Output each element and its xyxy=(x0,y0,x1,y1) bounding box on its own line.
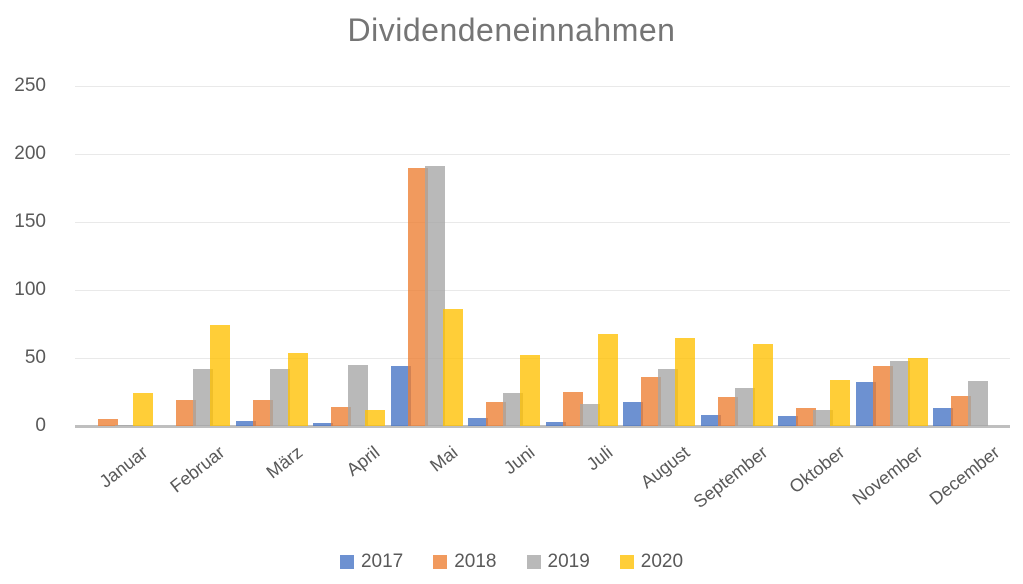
bar-2020-februar xyxy=(210,325,231,426)
bar-2020-oktober xyxy=(830,379,851,426)
legend-swatch-2017 xyxy=(339,555,354,569)
bar-2019-november xyxy=(890,360,911,426)
bar-2017-april xyxy=(313,423,334,426)
bar-2017-august xyxy=(623,401,644,426)
bar-2018-januar xyxy=(98,419,119,426)
bar-2020-januar xyxy=(132,393,153,426)
gridline-100 xyxy=(75,289,1010,291)
bar-2017-november xyxy=(855,382,876,426)
bar-2019-mai xyxy=(425,166,446,426)
bar-2019-september xyxy=(735,387,756,426)
bar-2018-mai xyxy=(408,167,429,426)
bar-2017-september xyxy=(700,415,721,426)
legend-item-2017: 2017 xyxy=(339,551,404,573)
legend-swatch-2019 xyxy=(526,555,541,569)
bar-2019-märz xyxy=(270,368,291,426)
legend-swatch-2018 xyxy=(433,555,448,569)
bar-2020-juli xyxy=(597,333,618,426)
chart-title: Dividendeneinnahmen xyxy=(347,12,676,48)
bar-2019-juni xyxy=(502,393,523,426)
bar-2020-juni xyxy=(520,355,541,426)
bar-2019-januar xyxy=(115,424,136,426)
bar-2018-märz xyxy=(253,400,274,426)
bar-2020-september xyxy=(752,344,773,426)
bar-2018-april xyxy=(330,406,351,426)
bar-2020-mai xyxy=(442,309,463,426)
legend-label: 2017 xyxy=(360,551,404,572)
gridline-200 xyxy=(75,153,1010,155)
bar-2020-april xyxy=(365,409,386,426)
bar-2019-februar xyxy=(192,368,213,426)
bar-2017-juni xyxy=(468,417,489,426)
bar-2020-november xyxy=(907,358,928,426)
gridline-150 xyxy=(75,221,1010,223)
legend-label: 2018 xyxy=(454,551,497,572)
bar-2018-december xyxy=(950,396,971,426)
bar-2018-september xyxy=(718,397,739,426)
y-axis-tick-label: 200 xyxy=(14,143,46,164)
bar-2019-december xyxy=(967,381,988,426)
bar-2019-juli xyxy=(580,404,601,426)
y-axis-tick-label: 0 xyxy=(35,415,46,436)
legend-item-2020: 2020 xyxy=(619,551,684,573)
bar-2018-juli xyxy=(563,392,584,426)
legend-label: 2019 xyxy=(547,551,590,572)
bar-2017-december xyxy=(933,408,954,426)
bar-2019-oktober xyxy=(812,409,833,426)
bar-2020-märz xyxy=(287,352,308,426)
bar-2018-juni xyxy=(485,401,506,426)
legend: 2017 2018 2019 2020 xyxy=(0,551,1023,573)
legend-item-2018: 2018 xyxy=(433,551,497,573)
x-axis-line xyxy=(75,425,1010,428)
legend-item-2019: 2019 xyxy=(526,551,590,573)
legend-label: 2020 xyxy=(640,551,684,572)
y-axis-tick-label: 250 xyxy=(14,75,46,96)
gridline-250 xyxy=(75,85,1010,87)
x-axis-label-december: December xyxy=(791,442,1004,509)
gridline-50 xyxy=(75,357,1010,359)
x-axis-label-text: December xyxy=(925,442,1004,509)
bar-2018-november xyxy=(873,366,894,426)
y-axis-tick-label: 50 xyxy=(24,347,46,368)
bar-2019-august xyxy=(657,368,678,426)
bar-2017-oktober xyxy=(778,416,799,426)
bar-2017-juli xyxy=(545,421,566,426)
bar-2019-april xyxy=(347,364,368,426)
legend-swatch-2020 xyxy=(619,555,634,569)
y-axis-tick-label: 150 xyxy=(14,211,46,232)
bar-2018-oktober xyxy=(795,408,816,426)
bar-2017-mai xyxy=(390,366,411,426)
y-axis-tick-label: 100 xyxy=(14,279,46,300)
bar-2020-august xyxy=(675,337,696,426)
bar-2018-februar xyxy=(175,400,196,426)
bar-2017-märz xyxy=(235,420,256,426)
bar-2018-august xyxy=(640,377,661,426)
